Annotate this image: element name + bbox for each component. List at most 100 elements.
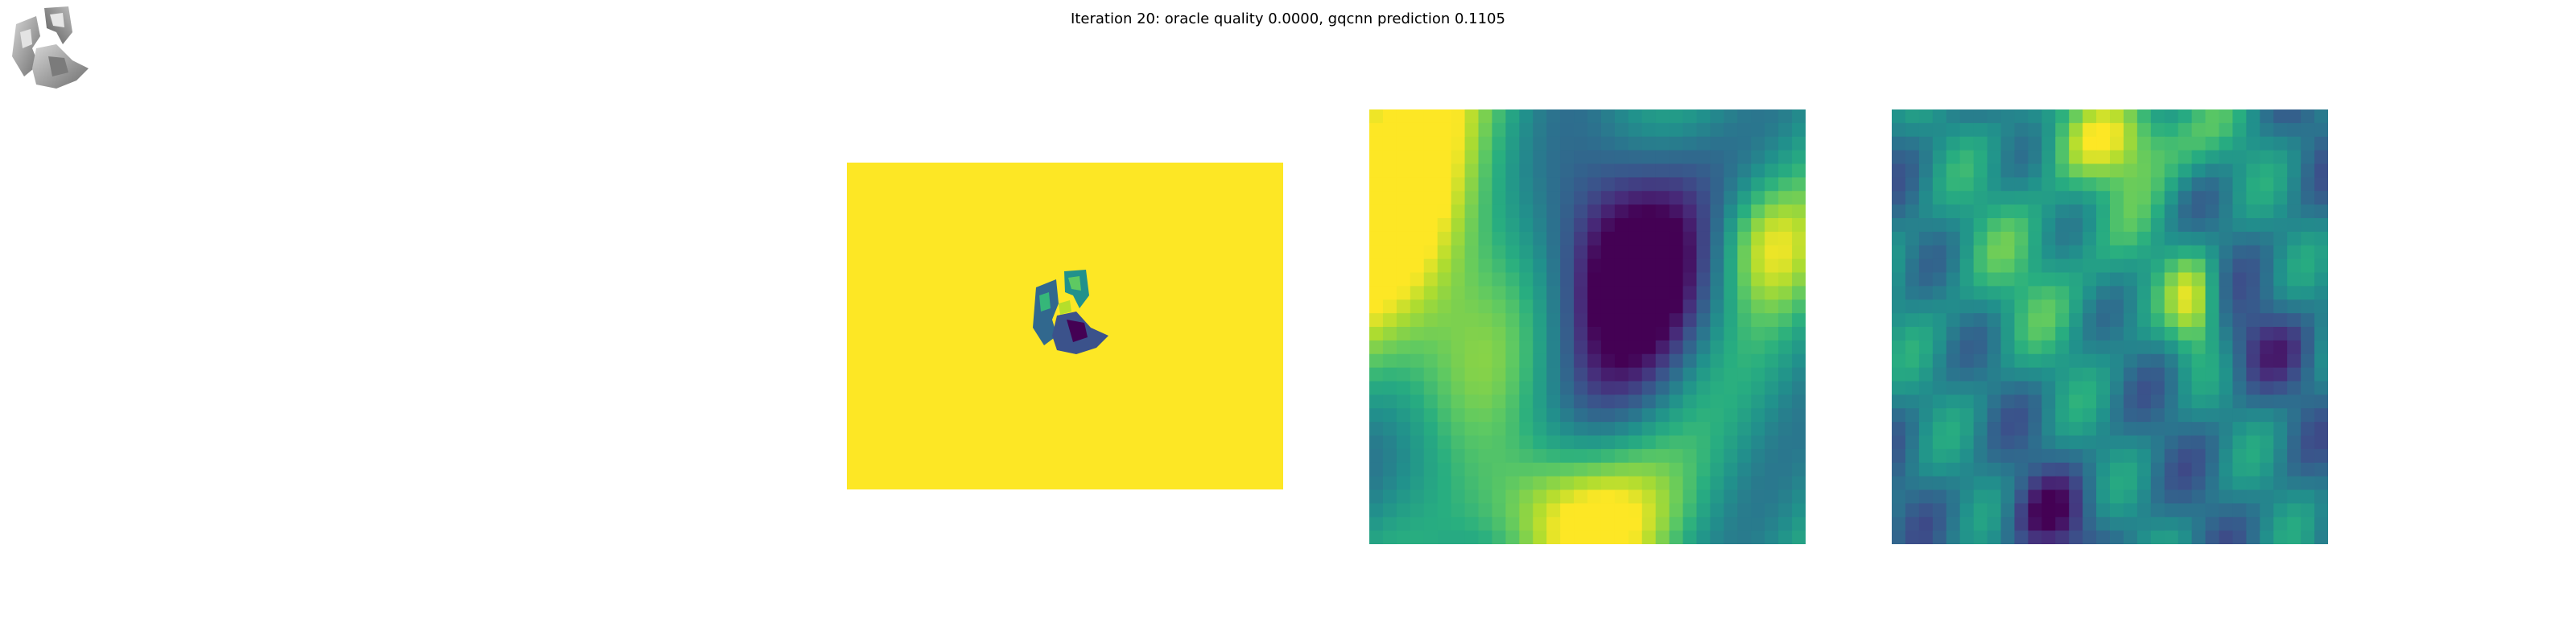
heatmap-cell	[1451, 408, 1466, 423]
heatmap-cell	[1519, 327, 1534, 341]
heatmap-cell	[1641, 163, 1657, 178]
heatmap-cell	[1464, 245, 1480, 260]
heatmap-cell	[1778, 122, 1793, 138]
heatmap-cell	[2178, 258, 2193, 274]
heatmap-cell	[1519, 448, 1534, 464]
heatmap-cell	[2041, 381, 2056, 395]
heatmap-cell	[2041, 245, 2056, 260]
heatmap-cell	[1574, 163, 1588, 178]
heatmap-cell	[1792, 448, 1806, 464]
heatmap-cell	[1478, 436, 1493, 450]
heatmap-cell	[1369, 476, 1384, 491]
heatmap-cell	[2123, 530, 2138, 544]
heatmap-cell	[1369, 313, 1384, 328]
heatmap-cell	[1987, 245, 2002, 260]
heatmap-cell	[2028, 408, 2042, 423]
heatmap-cell	[2219, 299, 2234, 314]
heatmap-cell	[1778, 286, 1793, 300]
heatmap-cell	[1437, 122, 1452, 138]
heatmap-cell	[1574, 231, 1588, 246]
heatmap-cell	[1410, 408, 1425, 423]
heatmap-cell	[1560, 163, 1575, 178]
heatmap-cell	[2260, 122, 2274, 138]
heatmap-cell	[1423, 136, 1439, 151]
heatmap-cell	[2164, 517, 2179, 531]
heatmap-cell	[2083, 462, 2097, 477]
heatmap-cell	[2069, 163, 2083, 178]
heatmap-cell	[2055, 408, 2070, 423]
heatmap-cell	[1959, 489, 1975, 504]
heatmap-cell	[2055, 489, 2070, 504]
heatmap-cell	[2041, 109, 2056, 124]
heatmap-cell	[2014, 476, 2029, 491]
heatmap-cell	[1546, 503, 1561, 518]
heatmap-cell	[1574, 367, 1588, 382]
heatmap-cell	[2136, 340, 2152, 355]
heatmap-cell	[2246, 299, 2260, 314]
heatmap-cell	[1932, 462, 1947, 477]
heatmap-cell	[1946, 448, 1961, 464]
heatmap-cell	[1437, 286, 1452, 300]
heatmap-cell	[2246, 136, 2260, 151]
heatmap-cell	[1505, 163, 1520, 178]
heatmap-cell	[1464, 489, 1480, 504]
heatmap-cell	[2000, 163, 2016, 178]
heatmap-cell	[1765, 422, 1779, 436]
heatmap-cell	[2246, 109, 2260, 124]
heatmap-cell	[1765, 245, 1779, 260]
heatmap-cell	[1669, 408, 1684, 423]
heatmap-cell	[1628, 340, 1643, 355]
heatmap-cell	[1519, 136, 1534, 151]
heatmap-cell	[1959, 299, 1975, 314]
heatmap-cell	[1987, 448, 2002, 464]
heatmap-cell	[1932, 245, 1947, 260]
heatmap-cell	[2055, 109, 2070, 124]
heatmap-cell	[1382, 218, 1397, 233]
heatmap-cell	[1574, 245, 1588, 260]
heatmap-cell	[1614, 367, 1629, 382]
heatmap-cell	[1396, 231, 1411, 246]
heatmap-cell	[1628, 517, 1643, 531]
heatmap-cell	[1628, 191, 1643, 205]
heatmap-cell	[1587, 272, 1602, 287]
heatmap-cell	[2205, 503, 2220, 518]
heatmap-cell	[1423, 489, 1439, 504]
heatmap-cell	[1892, 503, 1906, 518]
heatmap-cell	[2136, 258, 2152, 274]
heatmap-cell	[1724, 381, 1738, 395]
heatmap-cell	[2246, 327, 2260, 341]
heatmap-cell	[1533, 353, 1547, 369]
heatmap-cell	[1959, 327, 1975, 341]
heatmap-cell	[2110, 422, 2124, 436]
heatmap-cell	[1410, 313, 1425, 328]
heatmap-cell	[1792, 163, 1806, 178]
heatmap-cell	[2219, 394, 2234, 409]
heatmap-cell	[1932, 353, 1947, 369]
heatmap-cell	[1792, 109, 1806, 124]
heatmap-cell	[2164, 177, 2179, 192]
heatmap-cell	[1724, 353, 1738, 369]
heatmap-cell	[1560, 231, 1575, 246]
heatmap-cell	[2014, 299, 2029, 314]
heatmap-cell	[1587, 109, 1602, 124]
heatmap-cell	[2164, 503, 2179, 518]
heatmap-cell	[1792, 286, 1806, 300]
heatmap-cell	[2014, 367, 2029, 382]
heatmap-cell	[2000, 299, 2016, 314]
heatmap-cell	[2178, 136, 2193, 151]
heatmap-cell	[1600, 163, 1616, 178]
heatmap-cell	[1724, 367, 1738, 382]
heatmap-cell	[2041, 150, 2056, 165]
heatmap-cell	[2014, 191, 2029, 205]
heatmap-cell	[1905, 517, 1920, 531]
heatmap-cell	[1724, 163, 1738, 178]
heatmap-cell	[1959, 462, 1975, 477]
heatmap-cell	[2028, 367, 2042, 382]
heatmap-cell	[1600, 204, 1616, 219]
heatmap-cell	[1959, 163, 1975, 178]
heatmap-cell	[2000, 448, 2016, 464]
heatmap-cell	[2110, 218, 2124, 233]
heatmap-cell	[1905, 313, 1920, 328]
heatmap-cell	[2136, 489, 2152, 504]
heatmap-cell	[1682, 122, 1698, 138]
